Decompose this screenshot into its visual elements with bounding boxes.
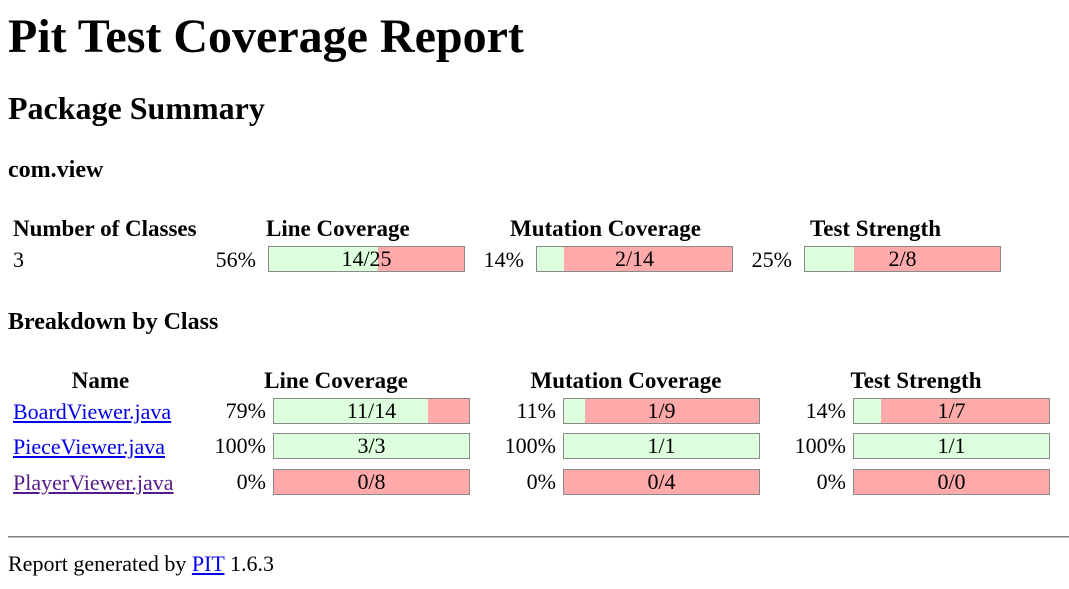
summary-mutation-coverage-label: 2/14 bbox=[614, 246, 655, 271]
class-mutation-coverage-label: 1/1 bbox=[647, 433, 676, 458]
footer-version: 1.6.3 bbox=[229, 551, 274, 576]
header-mutation-coverage: Mutation Coverage bbox=[510, 216, 701, 241]
header-name: Name bbox=[71, 368, 130, 393]
footer-divider bbox=[8, 536, 1069, 538]
class-line-coverage-bar: 0/8 bbox=[273, 469, 470, 495]
class-line-percent: 100% bbox=[214, 433, 266, 458]
class-test-strength-bar: 0/0 bbox=[853, 469, 1050, 495]
class-mutation-percent: 11% bbox=[516, 398, 556, 423]
class-line-coverage-label: 3/3 bbox=[357, 433, 386, 458]
summary-strength-percent: 25% bbox=[751, 247, 792, 272]
page-title: Pit Test Coverage Report bbox=[8, 10, 524, 63]
footer-prefix: Report generated by bbox=[8, 551, 187, 576]
class-mutation-coverage-label: 0/4 bbox=[647, 469, 676, 494]
class-test-strength-label: 1/7 bbox=[937, 398, 966, 423]
class-test-strength-bar: 1/7 bbox=[853, 398, 1050, 424]
class-line-coverage-bar: 3/3 bbox=[273, 433, 470, 459]
footer: Report generated by PIT 1.6.3 bbox=[8, 551, 274, 577]
class-mutation-coverage-bar: 1/9 bbox=[563, 398, 760, 424]
class-mutation-coverage-bar: 1/1 bbox=[563, 433, 760, 459]
number-of-classes-value: 3 bbox=[13, 247, 24, 272]
header-line-coverage: Line Coverage bbox=[266, 216, 410, 241]
pit-link[interactable]: PIT bbox=[191, 551, 225, 576]
class-strength-percent: 100% bbox=[794, 433, 846, 458]
summary-mutation-coverage-bar: 2/14 bbox=[536, 246, 733, 272]
class-mutation-coverage-label: 1/9 bbox=[647, 398, 676, 423]
header-test-strength: Test Strength bbox=[810, 216, 941, 241]
class-strength-percent: 0% bbox=[816, 469, 846, 494]
summary-line-percent: 56% bbox=[215, 247, 256, 272]
package-summary-heading: Package Summary bbox=[8, 90, 265, 126]
table-row: BoardViewer.java bbox=[13, 399, 171, 425]
summary-test-strength-label: 2/8 bbox=[888, 246, 917, 271]
summary-test-strength-bar: 2/8 bbox=[804, 246, 1001, 272]
header-class-test-strength: Test Strength bbox=[850, 368, 982, 393]
package-name: com.view bbox=[8, 157, 104, 183]
class-strength-percent: 14% bbox=[805, 398, 846, 423]
table-row: PlayerViewer.java bbox=[13, 470, 174, 496]
class-test-strength-label: 1/1 bbox=[937, 433, 966, 458]
class-link-pieceviewer[interactable]: PieceViewer.java bbox=[13, 434, 165, 459]
header-class-line-coverage: Line Coverage bbox=[264, 368, 408, 393]
summary-mutation-percent: 14% bbox=[483, 247, 524, 272]
class-test-strength-label: 0/0 bbox=[937, 469, 966, 494]
class-line-coverage-label: 11/14 bbox=[346, 398, 397, 423]
class-mutation-percent: 100% bbox=[504, 433, 556, 458]
class-mutation-percent: 0% bbox=[526, 469, 556, 494]
class-mutation-coverage-bar: 0/4 bbox=[563, 469, 760, 495]
class-link-boardviewer[interactable]: BoardViewer.java bbox=[13, 399, 172, 424]
summary-line-coverage-label: 14/25 bbox=[341, 246, 392, 271]
class-link-playerviewer[interactable]: PlayerViewer.java bbox=[13, 470, 174, 495]
header-class-mutation-coverage: Mutation Coverage bbox=[530, 368, 722, 393]
class-line-percent: 0% bbox=[236, 469, 266, 494]
class-line-coverage-bar: 11/14 bbox=[273, 398, 470, 424]
class-test-strength-bar: 1/1 bbox=[853, 433, 1050, 459]
class-line-percent: 79% bbox=[225, 398, 266, 423]
summary-line-coverage-bar: 14/25 bbox=[268, 246, 465, 272]
header-number-of-classes: Number of Classes bbox=[13, 216, 197, 241]
class-line-coverage-label: 0/8 bbox=[357, 469, 386, 494]
breakdown-heading: Breakdown by Class bbox=[8, 309, 219, 335]
table-row: PieceViewer.java bbox=[13, 434, 165, 460]
